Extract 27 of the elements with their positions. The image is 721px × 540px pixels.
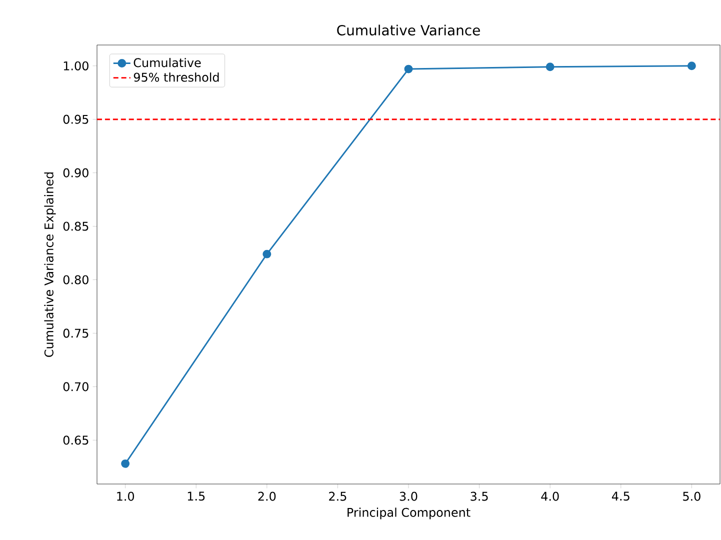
x-axis-title: Principal Component	[348, 508, 470, 520]
y-tick-label: 0.85	[63, 222, 88, 231]
point	[262, 250, 272, 258]
point	[121, 459, 130, 468]
chart-title: Cumulative Variance	[337, 24, 480, 36]
x-tick-label: 3.5	[470, 492, 488, 501]
y-tick-label: 0.90	[63, 168, 88, 178]
y-tick-label: 0.65	[63, 436, 88, 445]
x-tick-label: 2.5	[329, 492, 346, 501]
x-tick-label: 1.5	[188, 492, 205, 501]
x-tick-label: 4.0	[541, 492, 559, 501]
point	[687, 62, 696, 70]
legend-label: 95% threshold	[134, 72, 219, 82]
y-tick-label: 0.75	[63, 328, 88, 338]
legend-label: Cumulative	[134, 58, 201, 68]
x-tick-label: 3.0	[400, 492, 418, 501]
y-tick-label: 0.70	[63, 382, 88, 392]
x-tick-label: 4.5	[612, 492, 630, 501]
x-tick-label: 1.0	[117, 492, 134, 501]
x-tick-label: 5.0	[683, 492, 700, 501]
point	[404, 64, 413, 74]
y-tick-label: 0.80	[63, 275, 88, 284]
point	[546, 62, 554, 72]
y-tick-label: 0.95	[63, 114, 88, 124]
y-tick-label: 1.00	[64, 61, 88, 70]
y-axis-title: Cumulative Variance Explained	[44, 172, 56, 357]
x-tick-label: 2.0	[258, 492, 276, 501]
